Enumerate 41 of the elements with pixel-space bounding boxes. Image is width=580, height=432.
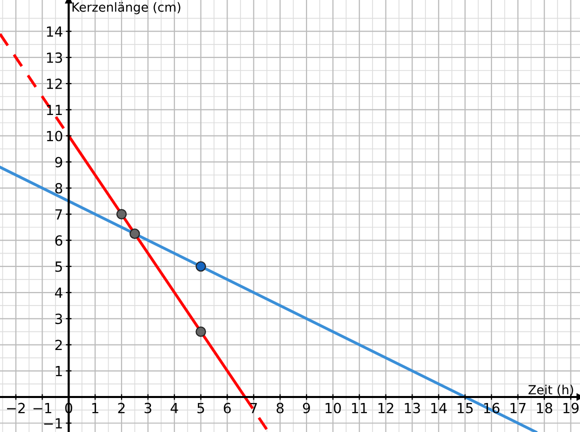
y-axis-title: Kerzenlänge (cm) <box>72 2 180 14</box>
x-tick-label: −2 <box>7 402 25 414</box>
x-tick-label: 14 <box>431 402 447 414</box>
y-tick-label: −1 <box>44 418 62 428</box>
point <box>196 326 206 337</box>
x-tick-label: 5 <box>197 402 204 414</box>
y-tick-label: 2 <box>55 340 62 350</box>
point <box>196 261 206 272</box>
x-tick-label: 4 <box>170 402 178 414</box>
point <box>116 208 127 220</box>
x-tick-label: 1 <box>92 402 98 414</box>
x-tick-label: 2 <box>118 402 125 414</box>
y-tick-label: 5 <box>55 262 62 272</box>
x-tick-label: 9 <box>302 402 310 414</box>
x-axis-title: Zeit (h) <box>528 384 574 396</box>
y-tick-label: 8 <box>55 183 62 194</box>
y-tick-label: 11 <box>47 104 62 115</box>
y-tick-label: 3 <box>55 314 62 324</box>
x-tick-label: 10 <box>326 402 341 414</box>
x-tick-label: 19 <box>563 402 579 414</box>
y-tick-label: 7 <box>55 209 62 220</box>
x-tick-label: 17 <box>510 402 526 414</box>
x-tick-label: 15 <box>458 402 473 414</box>
y-tick-label: 6 <box>55 235 62 246</box>
y-tick-label: 1 <box>56 366 62 376</box>
y-tick-label: 13 <box>47 52 62 63</box>
x-tick-label: 13 <box>404 402 420 414</box>
x-tick-label: 8 <box>276 402 284 414</box>
point <box>130 228 140 239</box>
x-tick-label: 3 <box>144 402 152 414</box>
y-tick-label: 12 <box>47 78 62 89</box>
y-tick-label: 4 <box>54 288 62 298</box>
x-tick-label: 7 <box>250 402 257 414</box>
x-tick-label: −1 <box>34 402 52 414</box>
y-tick-label: 14 <box>47 26 62 37</box>
x-tick-label: 12 <box>378 402 394 414</box>
x-tick-label: 18 <box>537 402 552 414</box>
y-tick-label: 10 <box>47 130 62 142</box>
y-tick-label: 9 <box>55 156 62 168</box>
x-tick-label: 11 <box>352 402 367 414</box>
x-tick-label: 6 <box>224 402 231 414</box>
